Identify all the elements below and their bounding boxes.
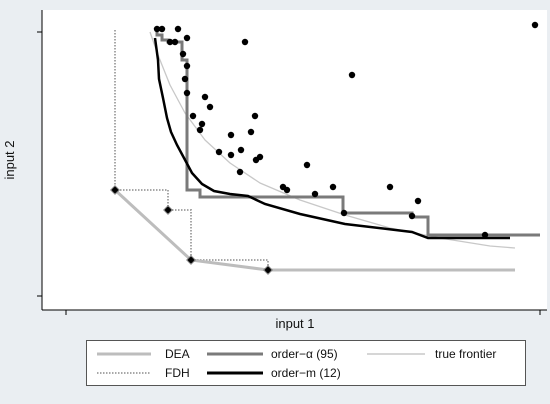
data-point — [408, 212, 416, 220]
data-point — [215, 148, 223, 156]
data-point — [183, 34, 191, 42]
data-point — [166, 38, 174, 46]
legend-swatch-order-alpha — [207, 352, 263, 356]
data-point — [386, 183, 394, 191]
data-point — [311, 190, 319, 198]
legend-swatch-order-m — [207, 371, 263, 375]
data-point — [111, 186, 119, 194]
data-point — [283, 186, 291, 194]
data-point — [236, 168, 244, 176]
data-point — [247, 128, 255, 136]
data-point — [348, 71, 356, 79]
data-point — [531, 21, 539, 29]
x-axis-title: input 1 — [275, 316, 314, 331]
data-point — [153, 25, 161, 33]
data-point — [264, 266, 272, 274]
data-point-marker — [110, 185, 120, 195]
data-point — [196, 126, 204, 134]
data-point — [241, 38, 249, 46]
data-point — [198, 120, 206, 128]
legend-swatch-fdh — [97, 372, 151, 374]
data-point-marker — [263, 265, 273, 275]
series-line-fdh — [114, 30, 515, 271]
data-point — [187, 256, 195, 264]
data-point — [171, 38, 179, 46]
legend-item-order-m: order−m (12) — [207, 365, 341, 381]
data-point — [189, 112, 197, 120]
legend-swatch-dea — [97, 352, 151, 356]
data-point — [158, 25, 166, 33]
data-point — [179, 50, 187, 58]
y-axis-title: input 2 — [2, 140, 17, 179]
legend-label-fdh: FDH — [165, 366, 190, 380]
data-point — [303, 161, 311, 169]
data-point-marker — [186, 255, 196, 265]
legend-label-dea: DEA — [165, 347, 190, 361]
data-point — [329, 183, 337, 191]
data-point — [481, 231, 489, 239]
data-point — [183, 89, 191, 97]
data-point — [251, 112, 259, 120]
data-point — [201, 93, 209, 101]
data-point — [414, 197, 422, 205]
legend-item-order-alpha: order−α (95) — [207, 346, 338, 362]
data-point — [164, 206, 172, 214]
data-point — [227, 131, 235, 139]
data-point — [183, 62, 191, 70]
data-point-marker — [163, 205, 173, 215]
data-point — [237, 146, 245, 154]
plot-area — [42, 10, 547, 310]
series-line-dea — [113, 188, 515, 272]
legend-item-dea: DEA — [97, 346, 190, 362]
data-point — [340, 209, 348, 217]
legend-item-fdh: FDH — [97, 365, 190, 381]
legend-item-true-frontier: true frontier — [367, 346, 496, 362]
data-point — [227, 151, 235, 159]
data-point — [181, 75, 189, 83]
legend-swatch-true-frontier — [367, 353, 425, 355]
legend-label-order-alpha: order−α (95) — [271, 347, 338, 361]
points-layer — [110, 21, 539, 275]
legend-label-order-m: order−m (12) — [271, 366, 341, 380]
chart-legend: DEA order−α (95) true frontier FDH order… — [86, 340, 526, 386]
series-line-order-m — [153, 37, 510, 240]
legend-label-true-frontier: true frontier — [435, 347, 497, 361]
data-point — [256, 153, 264, 161]
data-point — [206, 103, 214, 111]
data-point — [174, 25, 182, 33]
